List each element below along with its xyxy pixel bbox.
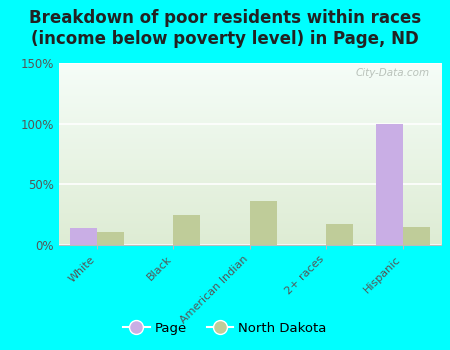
Legend: Page, North Dakota: Page, North Dakota bbox=[118, 316, 332, 340]
Bar bbox=[70, 228, 97, 245]
Bar bbox=[97, 232, 123, 245]
Bar bbox=[403, 227, 429, 245]
Text: City-Data.com: City-Data.com bbox=[356, 69, 429, 78]
Bar bbox=[173, 215, 200, 245]
Bar bbox=[250, 201, 276, 245]
Bar bbox=[326, 224, 353, 245]
Text: Breakdown of poor residents within races
(income below poverty level) in Page, N: Breakdown of poor residents within races… bbox=[29, 9, 421, 48]
Bar bbox=[376, 124, 403, 245]
